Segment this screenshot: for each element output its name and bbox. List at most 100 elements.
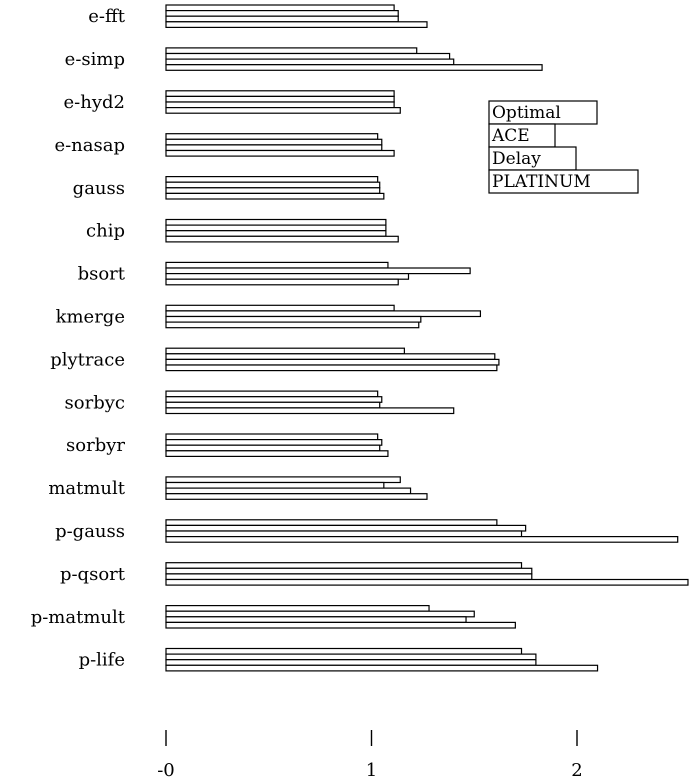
bar-e-hyd2-delay [165,101,395,109]
bar-group-e-hyd2 [165,90,401,114]
bar-p-qsort-delay [165,573,533,581]
bar-group-gauss [165,176,385,200]
bar-e-simp-platinum [165,64,543,71]
bar-group-chip [165,218,399,243]
category-label: gauss [73,178,125,199]
category-label: plytrace [50,349,125,370]
bar-kmerge-optimal [165,304,395,312]
bar-sorbyr-optimal [165,433,379,441]
legend-label: Delay [492,149,541,169]
bar-sorbyr-delay [165,444,381,452]
bar-chip-optimal [165,218,387,226]
bar-gauss-delay [165,187,381,195]
bar-plytrace-optimal [165,347,405,355]
bar-gauss-platinum [165,192,385,200]
bar-sorbyc-optimal [165,390,379,398]
category-label: e-nasap [54,135,125,156]
bar-e-nasap-platinum [165,149,395,157]
bar-sorbyc-ace [165,396,383,403]
bar-sorbyr-ace [165,439,383,446]
bar-p-qsort-optimal [165,562,523,569]
legend: Optimal ACE Delay PLATINUM [488,100,639,194]
legend-box [488,169,639,194]
bar-p-life-ace [165,653,537,661]
x-tick-label: -0 [157,760,175,781]
bar-e-nasap-delay [165,144,383,152]
bar-group-kmerge [165,304,482,329]
bar-e-nasap-ace [165,138,383,146]
bar-chip-ace [165,224,387,232]
bar-kmerge-platinum [165,321,420,329]
bar-e-fft-platinum [165,21,428,28]
bar-e-hyd2-ace [165,95,395,103]
bar-plytrace-delay [165,358,500,366]
bar-matmult-delay [165,487,412,495]
bar-p-life-delay [165,659,537,666]
category-label: e-hyd2 [64,92,125,113]
bar-bsort-delay [165,273,410,280]
bar-kmerge-ace [165,310,482,318]
bar-matmult-ace [165,481,385,489]
bar-bsort-ace [165,267,471,275]
category-label: p-matmult [31,607,126,628]
bar-bsort-platinum [165,278,399,286]
bar-group-p-matmult [165,604,516,629]
category-label: bsort [78,264,126,285]
bar-p-qsort-ace [165,567,533,575]
legend-item-ace: ACE [488,123,556,148]
category-label: p-life [79,650,125,671]
bar-e-hyd2-platinum [165,106,401,114]
bar-gauss-optimal [165,176,379,183]
bar-p-matmult-delay [165,616,467,623]
bar-bsort-optimal [165,261,389,269]
category-label: e-fft [88,6,126,27]
bar-p-gauss-ace [165,524,527,532]
bar-group-p-life [165,647,599,672]
bar-p-gauss-platinum [165,535,679,543]
bar-e-hyd2-optimal [165,90,395,98]
bar-chip-delay [165,230,387,237]
bar-e-fft-ace [165,10,399,17]
bar-p-matmult-ace [165,610,475,618]
x-tick-label: 1 [366,760,377,781]
bar-plytrace-platinum [165,364,498,372]
bar-gauss-ace [165,181,381,189]
category-label: sorbyr [66,435,125,456]
legend-label: PLATINUM [492,172,591,192]
bar-e-fft-delay [165,15,399,23]
bar-e-simp-delay [165,58,455,66]
bar-e-fft-optimal [165,4,395,12]
bar-e-nasap-optimal [165,133,379,140]
legend-label: ACE [491,126,530,146]
bar-group-bsort [165,261,471,286]
bar-e-simp-ace [165,52,451,60]
bar-p-gauss-delay [165,530,523,538]
bar-p-life-optimal [165,647,523,655]
category-label: matmult [48,478,125,499]
bar-matmult-platinum [165,493,428,500]
bar-e-simp-optimal [165,47,418,55]
category-label: kmerge [56,307,125,328]
category-labels: e-fft e-simp e-hyd2 e-nasap gauss chip bsort km… [31,6,126,671]
bar-group-p-qsort [165,562,689,586]
bar-group-p-gauss [165,519,679,543]
category-label: chip [86,221,125,242]
bar-p-matmult-platinum [165,621,516,629]
category-label: p-gauss [55,521,125,542]
bar-plytrace-ace [165,353,496,360]
bar-p-qsort-platinum [165,578,689,586]
x-tick-label: 2 [571,760,582,781]
x-axis: -0 1 2 [157,730,583,781]
bar-sorbyr-platinum [165,450,389,457]
bar-group-matmult [165,476,428,500]
bar-group-plytrace [165,347,500,372]
legend-item-optimal: Optimal [488,100,598,125]
bar-chip-platinum [165,235,399,243]
bar-group-e-simp [165,47,543,71]
category-label: p-qsort [60,564,126,585]
bar-group-sorbyc [165,390,455,415]
bar-kmerge-delay [165,315,422,323]
bar-group-e-fft [165,4,428,28]
bar-matmult-optimal [165,476,401,484]
